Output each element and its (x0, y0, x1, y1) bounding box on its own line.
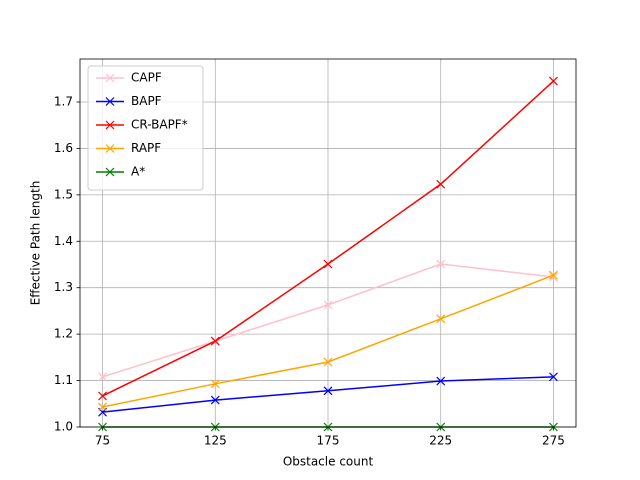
y-tick-label: 1.7 (54, 94, 73, 108)
marker (436, 376, 446, 386)
x-tick-label: 275 (542, 434, 565, 448)
marker (323, 386, 333, 396)
y-tick-label: 1.3 (54, 280, 73, 294)
marker (98, 372, 107, 382)
legend-label: BAPF (131, 94, 162, 108)
y-tick-label: 1.0 (54, 420, 73, 434)
marker (105, 144, 115, 153)
marker (105, 120, 115, 130)
marker (436, 179, 446, 189)
marker (436, 314, 446, 324)
marker (549, 270, 558, 280)
legend-box (87, 65, 204, 191)
x-tick-label: 225 (429, 434, 452, 448)
y-tick-label: 1.1 (54, 373, 73, 387)
legend-label: CAPF (131, 71, 162, 85)
x-axis-label: Obstacle count (283, 455, 374, 469)
marker (105, 73, 115, 83)
y-tick-label: 1.2 (54, 327, 73, 341)
marker (323, 300, 333, 310)
axes-frame (79, 58, 577, 428)
marker (210, 395, 220, 405)
marker (549, 372, 558, 382)
marker (98, 391, 107, 401)
x-tick-label: 75 (95, 434, 110, 448)
marker (549, 272, 558, 282)
marker (549, 76, 558, 86)
marker (323, 357, 333, 367)
marker (105, 167, 115, 177)
y-tick-label: 1.6 (54, 141, 73, 155)
legend: CAPF BAPF CR-BAPF* RAPF A* (87, 65, 204, 191)
x-tick-label: 175 (317, 434, 340, 448)
marker (323, 259, 333, 269)
marker (210, 336, 220, 346)
marker (105, 97, 115, 106)
marker (98, 402, 107, 412)
marker (436, 259, 446, 269)
y-tick-label: 1.4 (54, 234, 73, 248)
y-tick-label: 1.5 (54, 187, 73, 201)
marker (210, 379, 220, 389)
legend-label: CR-BAPF* (131, 118, 188, 132)
legend-label: A* (131, 165, 145, 179)
x-tick-label: 125 (204, 434, 227, 448)
y-axis-label: Effective Path length (29, 181, 43, 306)
legend-label: RAPF (131, 141, 161, 155)
